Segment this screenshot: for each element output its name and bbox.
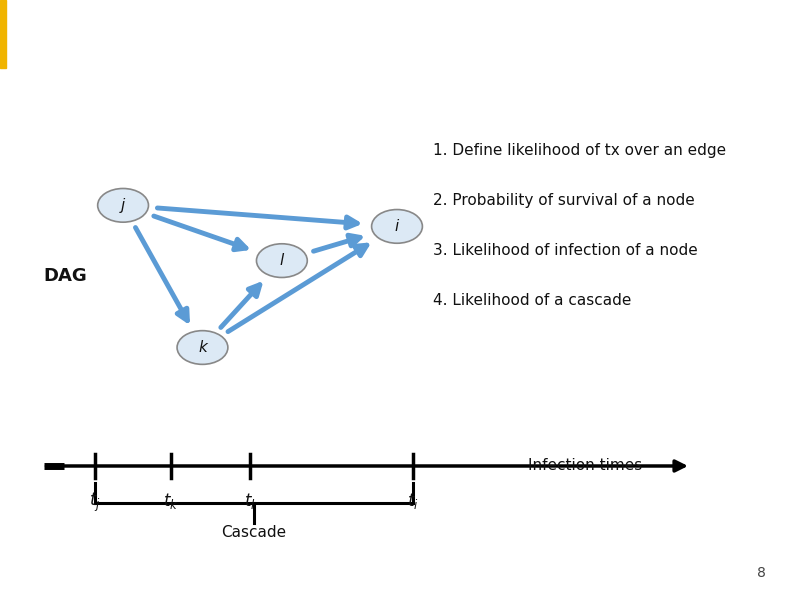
Text: i: i [395, 219, 399, 234]
Text: DAG: DAG [44, 267, 87, 286]
Text: Cascade: Cascade [222, 525, 287, 540]
Circle shape [177, 331, 228, 364]
Text: Computing the likelihood of a cascade: Computing the likelihood of a cascade [17, 23, 646, 51]
Text: $t_i$: $t_i$ [407, 491, 418, 511]
Text: l: l [279, 253, 284, 268]
Text: $t_j$: $t_j$ [90, 491, 101, 514]
Text: 3. Likelihood of infection of a node: 3. Likelihood of infection of a node [433, 243, 697, 258]
Circle shape [372, 209, 422, 243]
Circle shape [98, 189, 148, 222]
Text: 2. Probability of survival of a node: 2. Probability of survival of a node [433, 193, 695, 208]
Text: $t_l$: $t_l$ [245, 491, 256, 511]
Text: 4. Likelihood of a cascade: 4. Likelihood of a cascade [433, 293, 631, 308]
Bar [0, 0, 6, 68]
Text: 8: 8 [757, 566, 766, 580]
Text: $t_k$: $t_k$ [163, 491, 179, 511]
Circle shape [256, 244, 307, 277]
Text: k: k [198, 340, 207, 355]
Text: 1. Define likelihood of tx over an edge: 1. Define likelihood of tx over an edge [433, 143, 726, 158]
Text: j: j [121, 198, 125, 213]
Text: Infection times: Infection times [528, 459, 642, 474]
